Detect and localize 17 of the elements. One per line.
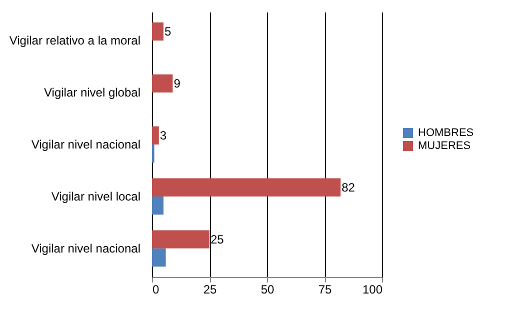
y-tick-label: Vigilar nivel local xyxy=(51,189,140,204)
x-tick-label: 25 xyxy=(203,282,217,296)
data-label: 5 xyxy=(164,24,172,38)
data-label: 3 xyxy=(160,128,167,142)
data-label: 82 xyxy=(342,180,356,194)
data-label: 9 xyxy=(174,76,181,90)
y-tick-label: Vigilar relativo a la moral xyxy=(9,34,140,48)
x-tick-label: 50 xyxy=(260,282,274,296)
x-tick-label: 75 xyxy=(318,282,332,296)
y-tick-label: Vigilar nivel nacional xyxy=(31,138,140,152)
y-tick-label: Vigilar nivel global xyxy=(44,86,140,100)
x-tick-label: 0 xyxy=(152,282,160,296)
y-tick-label: Vigilar nivel nacional xyxy=(31,241,140,256)
legend-label: MUJERES xyxy=(418,140,471,152)
data-label: 25 xyxy=(210,232,224,246)
x-tick-label: 100 xyxy=(362,282,383,296)
legend-label: HOMBRES xyxy=(418,127,474,139)
